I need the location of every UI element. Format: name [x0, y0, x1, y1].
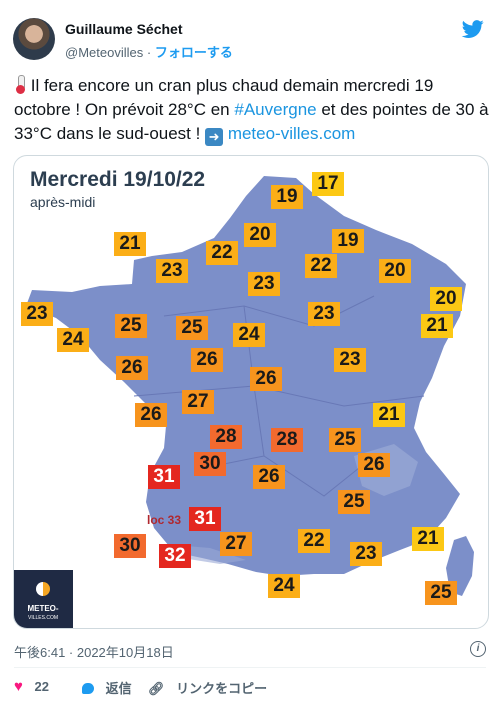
temp-label: 26: [253, 465, 285, 489]
temp-label: 22: [305, 254, 337, 278]
separator: ·: [146, 45, 152, 60]
temp-label: 24: [233, 323, 265, 347]
france-mainland-shape: [26, 176, 466, 576]
heart-icon: ♥: [14, 678, 23, 695]
temp-label: 26: [358, 453, 390, 477]
copy-link-label: リンクをコピー: [176, 681, 268, 696]
temp-label: 25: [115, 314, 147, 338]
temp-label: 31: [189, 507, 221, 531]
reply-label: 返信: [105, 681, 132, 696]
temp-label: 27: [220, 532, 252, 556]
link-icon: 🔗︎: [148, 681, 165, 696]
temp-label: 19: [271, 185, 303, 209]
reply-icon: [82, 683, 94, 694]
temp-label: 23: [156, 259, 188, 283]
temp-label: 19: [332, 229, 364, 253]
temp-label: 17: [312, 172, 344, 196]
map-subtitle: après-midi: [30, 194, 96, 210]
temp-label: 30: [114, 534, 146, 558]
temp-label: 26: [250, 367, 282, 391]
temp-label: 32: [159, 544, 191, 568]
loc-label: loc 33: [147, 513, 182, 527]
temp-label: 23: [334, 348, 366, 372]
temp-label: 25: [329, 428, 361, 452]
hashtag-link[interactable]: #Auvergne: [234, 100, 317, 119]
temp-label: 26: [191, 348, 223, 372]
temp-label: 20: [430, 287, 462, 311]
copy-link-button[interactable]: 🔗︎ リンクをコピー: [148, 678, 267, 697]
author-name[interactable]: Guillaume Séchet: [65, 21, 183, 37]
temp-label: 23: [248, 272, 280, 296]
map-title: Mercredi 19/10/22: [30, 168, 206, 191]
temp-label: 20: [244, 223, 276, 247]
temp-label: 21: [421, 314, 453, 338]
temp-label: 28: [210, 425, 242, 449]
temp-label: 23: [350, 542, 382, 566]
temp-label: 27: [182, 390, 214, 414]
temp-label: 30: [194, 452, 226, 476]
temp-label: 21: [114, 232, 146, 256]
temp-label: 24: [268, 574, 300, 598]
arrow-right-emoji: ➜: [205, 128, 224, 146]
temp-label: 25: [338, 490, 370, 514]
avatar[interactable]: [13, 18, 55, 60]
temp-label: 23: [308, 302, 340, 326]
temp-label: 20: [379, 259, 411, 283]
temp-label: 21: [373, 403, 405, 427]
temp-label: 25: [176, 316, 208, 340]
media-card[interactable]: Mercredi 19/10/22 après-midi 17 19 21 20…: [13, 155, 489, 629]
tweet-text: Il fera encore un cran plus chaud demain…: [14, 74, 489, 146]
author-handle-line: @Meteovilles · フォローする: [65, 42, 233, 61]
temp-label: 31: [148, 465, 180, 489]
logo-disc-icon: [36, 582, 50, 596]
tweet-text-part2: et des pointes de 30 à 33°C dans le sud-…: [14, 100, 489, 143]
twitter-bird-icon[interactable]: [460, 18, 486, 40]
website-link[interactable]: meteo-villes.com: [227, 124, 356, 143]
like-button[interactable]: ♥ 22: [14, 678, 49, 695]
temp-label: 23: [21, 302, 53, 326]
timestamp[interactable]: 午後6:41 · 2022年10月18日: [14, 645, 174, 660]
temp-label: 21: [412, 527, 444, 551]
follow-button[interactable]: フォローする: [154, 45, 233, 60]
temp-label: 26: [135, 403, 167, 427]
author-handle[interactable]: @Meteovilles: [65, 45, 144, 60]
thermometer-emoji: [14, 75, 26, 94]
like-count: 22: [34, 679, 49, 694]
divider: [14, 667, 486, 668]
logo-domain: VILLES.COM: [27, 615, 58, 621]
temp-label: 26: [116, 356, 148, 380]
info-icon[interactable]: i: [470, 641, 486, 657]
tweet-text-part1: Il fera encore un cran plus chaud demain…: [14, 76, 434, 119]
logo-word: METEO-: [27, 604, 59, 613]
temp-label: 22: [206, 241, 238, 265]
meteovilles-logo: METEO- VILLES.COM: [14, 570, 73, 628]
temp-label: 25: [425, 581, 457, 605]
temp-label: 28: [271, 428, 303, 452]
temp-label: 22: [298, 529, 330, 553]
temp-label: 24: [57, 328, 89, 352]
reply-button[interactable]: 返信: [82, 678, 132, 697]
